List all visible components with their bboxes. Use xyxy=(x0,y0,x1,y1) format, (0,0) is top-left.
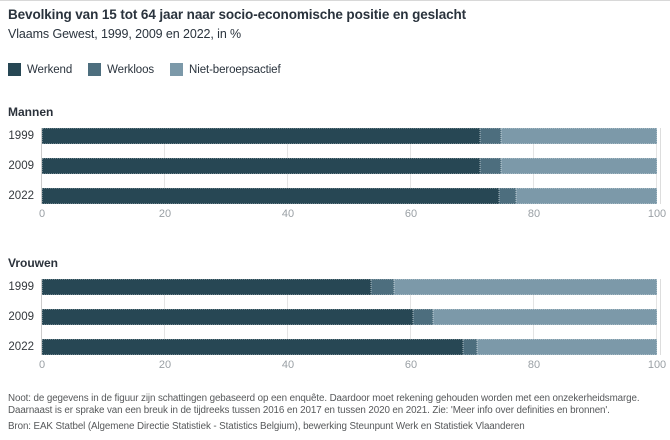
plot-area xyxy=(41,128,661,224)
year-label: 2022 xyxy=(8,190,34,202)
bar-segment-werkend[interactable] xyxy=(42,188,499,204)
x-axis-ticks: 0 20 40 60 80 100 xyxy=(38,208,666,222)
bar-segment-niet-beroepsactief[interactable] xyxy=(516,188,657,204)
legend-item-label: Werkend xyxy=(27,63,73,76)
year-label: 1999 xyxy=(8,281,34,293)
tick-label: 60 xyxy=(404,208,418,220)
tick-label: 100 xyxy=(647,359,667,371)
plot-area xyxy=(41,279,661,375)
bar-segment-niet-beroepsactief[interactable] xyxy=(476,339,657,355)
bar-segment-werkend[interactable] xyxy=(42,128,481,144)
tick-label: 40 xyxy=(281,359,295,371)
legend-item-niet-beroepsactief[interactable]: Niet-beroepsactief xyxy=(170,63,281,76)
source-line: Bron: EAK Statbel (Algemene Directie Sta… xyxy=(8,421,525,432)
footnote: Noot: de gegevens in de figuur zijn scha… xyxy=(8,393,666,416)
year-label: 2009 xyxy=(8,160,34,172)
tick-label: 0 xyxy=(38,208,46,220)
chart-subtitle: Vlaams Gewest, 1999, 2009 en 2022, in % xyxy=(8,27,242,41)
group-label: Mannen xyxy=(8,105,54,119)
tick-label: 20 xyxy=(158,208,172,220)
year-label: 2022 xyxy=(8,341,34,353)
bar-segment-werkend[interactable] xyxy=(42,158,480,174)
legend-item-label: Werkloos xyxy=(107,63,155,76)
year-label: 1999 xyxy=(8,130,34,142)
bar-row xyxy=(42,188,657,204)
bar-segment-werkend[interactable] xyxy=(42,339,463,355)
section-vrouwen: Vrouwen 1999 2009 2022 0 20 40 60 80 100 xyxy=(0,254,670,379)
tick-label: 20 xyxy=(158,359,172,371)
section-mannen: Mannen 1999 2009 2022 0 20 40 60 80 100 xyxy=(0,103,670,228)
legend-item-werkend[interactable]: Werkend xyxy=(8,63,72,76)
bar-segment-werkloos[interactable] xyxy=(480,128,501,144)
tick-label: 100 xyxy=(647,208,667,220)
bar-segment-werkloos[interactable] xyxy=(479,158,501,174)
footnote-line: Daarnaast is er sprake van een breuk in … xyxy=(8,404,610,416)
bar-segment-werkloos[interactable] xyxy=(371,279,395,295)
legend-item-werkloos[interactable]: Werkloos xyxy=(88,63,154,76)
bar-segment-werkend[interactable] xyxy=(42,309,414,325)
legend-swatch-icon xyxy=(88,63,102,76)
legend: Werkend Werkloos Niet-beroepsactief xyxy=(8,63,281,76)
bar-segment-werkloos[interactable] xyxy=(498,188,517,204)
chart-title: Bevolking van 15 tot 64 jaar naar socio-… xyxy=(8,7,467,22)
legend-item-label: Niet-beroepsactief xyxy=(189,63,281,76)
bar-segment-werkloos[interactable] xyxy=(413,309,433,325)
tick-label: 60 xyxy=(404,359,418,371)
group-label: Vrouwen xyxy=(8,256,59,270)
legend-swatch-icon xyxy=(170,63,184,76)
y-axis-line xyxy=(41,279,42,355)
plot-right-border xyxy=(660,279,661,355)
legend-swatch-icon xyxy=(8,63,21,76)
bar-segment-niet-beroepsactief[interactable] xyxy=(394,279,657,295)
bar-row xyxy=(42,128,657,144)
bar-row xyxy=(42,339,657,355)
tick-label: 40 xyxy=(281,208,295,220)
bar-segment-niet-beroepsactief[interactable] xyxy=(500,158,657,174)
bar-row xyxy=(42,279,657,295)
footer: Noot: de gegevens in de figuur zijn scha… xyxy=(8,393,666,433)
year-label: 2009 xyxy=(8,311,34,323)
tick-label: 80 xyxy=(527,359,541,371)
bar-segment-niet-beroepsactief[interactable] xyxy=(500,128,657,144)
bar-row xyxy=(42,158,657,174)
bar-segment-niet-beroepsactief[interactable] xyxy=(432,309,657,325)
bar-row xyxy=(42,309,657,325)
tick-label: 0 xyxy=(38,359,46,371)
bar-segment-werkloos[interactable] xyxy=(462,339,477,355)
footnote-line: Noot: de gegevens in de figuur zijn scha… xyxy=(8,393,640,404)
y-axis-line xyxy=(41,128,42,204)
plot-right-border xyxy=(660,128,661,204)
x-axis-ticks: 0 20 40 60 80 100 xyxy=(38,359,666,373)
tick-label: 80 xyxy=(527,208,541,220)
bar-segment-werkend[interactable] xyxy=(42,279,372,295)
